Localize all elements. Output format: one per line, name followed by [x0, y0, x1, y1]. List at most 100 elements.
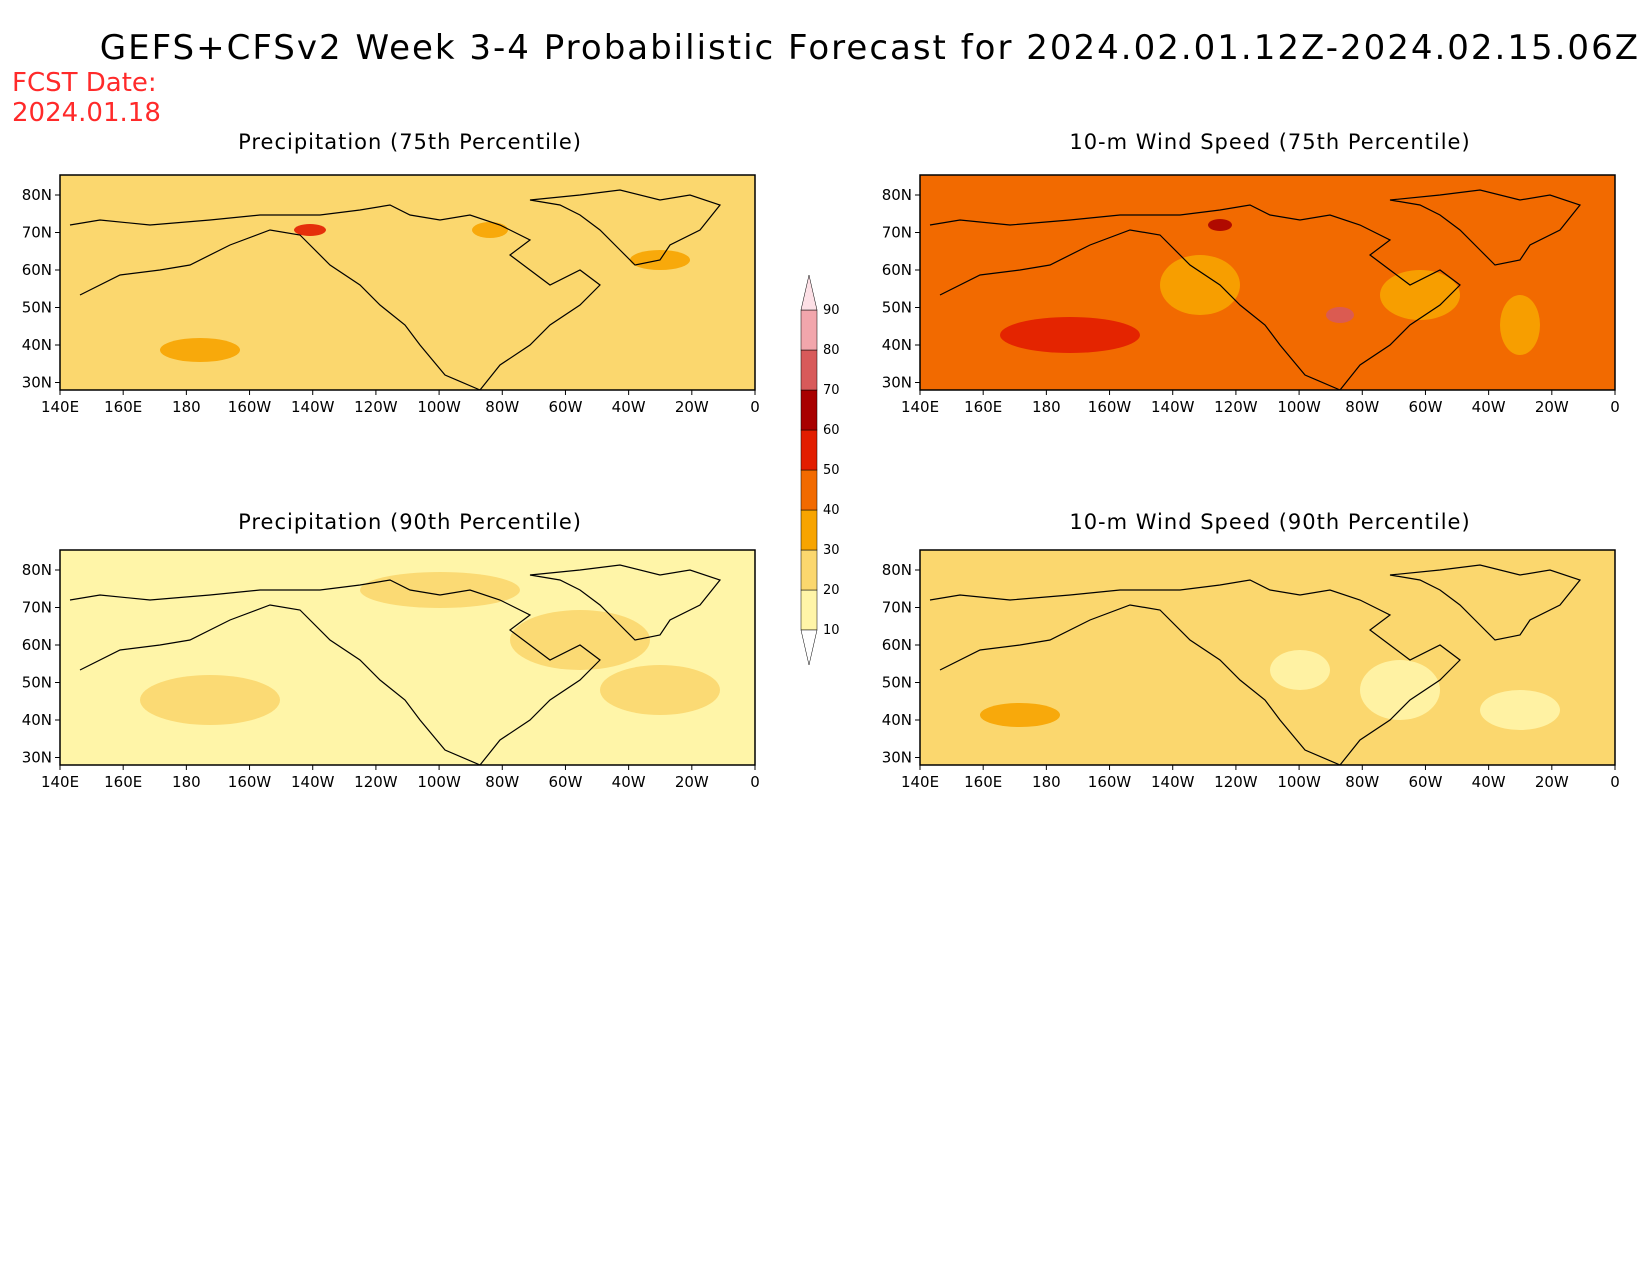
- panel-title-precip-75: Precipitation (75th Percentile): [238, 130, 582, 154]
- lat-tick-label: 70N: [22, 224, 52, 242]
- lon-tick-label: 160E: [964, 398, 1002, 416]
- lat-tick-label: 70N: [22, 599, 52, 617]
- colorbar-label: 50: [823, 463, 840, 478]
- shading-contour: [1208, 219, 1232, 231]
- lat-tick-label: 30N: [22, 749, 52, 767]
- shading-contour: [510, 610, 650, 670]
- lon-tick-label: 100W: [417, 398, 461, 416]
- lon-tick-label: 100W: [1277, 398, 1321, 416]
- lat-tick-label: 70N: [882, 599, 912, 617]
- lon-tick-label: 180: [172, 773, 201, 791]
- shading-contour: [160, 338, 240, 362]
- lon-tick-label: 140E: [41, 398, 79, 416]
- shading-contour: [294, 224, 326, 236]
- lon-tick-label: 20W: [675, 398, 709, 416]
- lon-tick-label: 140W: [1151, 773, 1195, 791]
- lon-tick-label: 20W: [1535, 773, 1569, 791]
- lon-tick-label: 0: [750, 773, 760, 791]
- colorbar-legend: 10 20 30 40 50 60 70 80 90: [800, 274, 840, 666]
- lat-tick-label: 40N: [882, 336, 912, 354]
- lon-tick-label: 0: [1610, 773, 1620, 791]
- lon-tick-label: 160W: [1088, 773, 1132, 791]
- colorbar-segment: [800, 349, 818, 391]
- colorbar-top-arrow: [800, 274, 818, 311]
- lat-tick-label: 40N: [882, 711, 912, 729]
- lat-tick-label: 60N: [882, 636, 912, 654]
- shading-contour: [1270, 650, 1330, 690]
- colorbar-segment: [800, 389, 818, 431]
- lat-tick-label: 80N: [882, 561, 912, 579]
- fcst-date-caption: FCST Date:: [12, 68, 157, 98]
- shading-contour: [1480, 690, 1560, 730]
- lon-tick-label: 40W: [612, 773, 646, 791]
- fcst-date-label: FCST Date: 2024.01.18: [12, 68, 161, 128]
- lat-tick-label: 30N: [22, 374, 52, 392]
- coastline: [69, 189, 722, 391]
- map-precip-90: 140E 160E 180 160W 140W 120W 100W 80W 60W 40W 20W 0…: [0, 540, 760, 800]
- lat-tick-label: 60N: [882, 261, 912, 279]
- colorbar-label: 60: [823, 423, 840, 438]
- lon-tick-label: 140E: [901, 773, 939, 791]
- lat-tick-label: 50N: [882, 299, 912, 317]
- colorbar-label: 90: [823, 303, 840, 318]
- lon-tick-label: 160E: [104, 773, 142, 791]
- lon-tick-label: 80W: [485, 773, 519, 791]
- colorbar-bottom-arrow: [800, 629, 818, 666]
- colorbar-label: 80: [823, 343, 840, 358]
- colorbar-segment: [800, 309, 818, 351]
- colorbar-label: 40: [823, 503, 840, 518]
- colorbar-label: 10: [823, 623, 840, 638]
- lat-tick-label: 80N: [882, 186, 912, 204]
- lat-tick-label: 60N: [22, 261, 52, 279]
- panel-title-precip-90: Precipitation (90th Percentile): [238, 510, 582, 534]
- lon-tick-label: 140W: [1151, 398, 1195, 416]
- lon-tick-label: 80W: [1345, 773, 1379, 791]
- lon-tick-label: 60W: [548, 398, 582, 416]
- lon-tick-label: 160W: [228, 773, 272, 791]
- lon-tick-label: 60W: [1408, 773, 1442, 791]
- lon-tick-label: 180: [1032, 773, 1061, 791]
- lat-tick-label: 60N: [22, 636, 52, 654]
- lon-tick-label: 160W: [1088, 398, 1132, 416]
- coastline: [69, 564, 722, 766]
- lon-tick-label: 140W: [291, 773, 335, 791]
- shading-contour: [1500, 295, 1540, 355]
- map-frame: [919, 174, 1616, 391]
- colorbar-segment: [800, 549, 818, 591]
- lon-tick-label: 160W: [228, 398, 272, 416]
- shading-contour: [980, 703, 1060, 727]
- lon-tick-label: 40W: [612, 398, 646, 416]
- lat-tick-label: 80N: [22, 561, 52, 579]
- lon-tick-label: 60W: [548, 773, 582, 791]
- panel-title-wind-75: 10-m Wind Speed (75th Percentile): [1069, 130, 1471, 154]
- map-precip-75: 140E 160E 180 160W 140W 120W 100W 80W 60W 40W 20W 0…: [0, 165, 760, 425]
- coastline: [929, 189, 1582, 391]
- map-shading: [920, 175, 1615, 390]
- shading-contour: [472, 222, 508, 238]
- lon-tick-label: 100W: [1277, 773, 1321, 791]
- map-wind-90: 140E 160E 180 160W 140W 120W 100W 80W 60W 40W 20W 0…: [860, 540, 1620, 800]
- map-wind-75: 140E 160E 180 160W 140W 120W 100W 80W 60W 40W 20W 0…: [860, 165, 1620, 425]
- lon-tick-label: 160E: [964, 773, 1002, 791]
- map-shading: [60, 175, 755, 390]
- map-shading: [920, 550, 1615, 765]
- lat-tick-label: 80N: [22, 186, 52, 204]
- colorbar-segment: [800, 469, 818, 511]
- map-frame: [59, 174, 756, 391]
- lon-tick-label: 120W: [1214, 773, 1258, 791]
- lon-tick-label: 180: [172, 398, 201, 416]
- shading-contour: [1000, 317, 1140, 353]
- lat-tick-label: 50N: [882, 674, 912, 692]
- shading-contour: [140, 675, 280, 725]
- colorbar-label: 70: [823, 383, 840, 398]
- figure-title: GEFS+CFSv2 Week 3-4 Probabilistic Foreca…: [99, 28, 1640, 68]
- colorbar-label: 30: [823, 543, 840, 558]
- shading-contour: [1326, 307, 1354, 323]
- lon-tick-label: 40W: [1472, 773, 1506, 791]
- map-canvas: 140E 160E 180 160W 140W 120W 100W 80W 60W 40W 20W 0…: [22, 549, 760, 791]
- lon-tick-label: 0: [750, 398, 760, 416]
- lon-tick-label: 120W: [1214, 398, 1258, 416]
- lon-tick-label: 80W: [1345, 398, 1379, 416]
- lon-tick-label: 140E: [41, 773, 79, 791]
- lat-tick-label: 30N: [882, 374, 912, 392]
